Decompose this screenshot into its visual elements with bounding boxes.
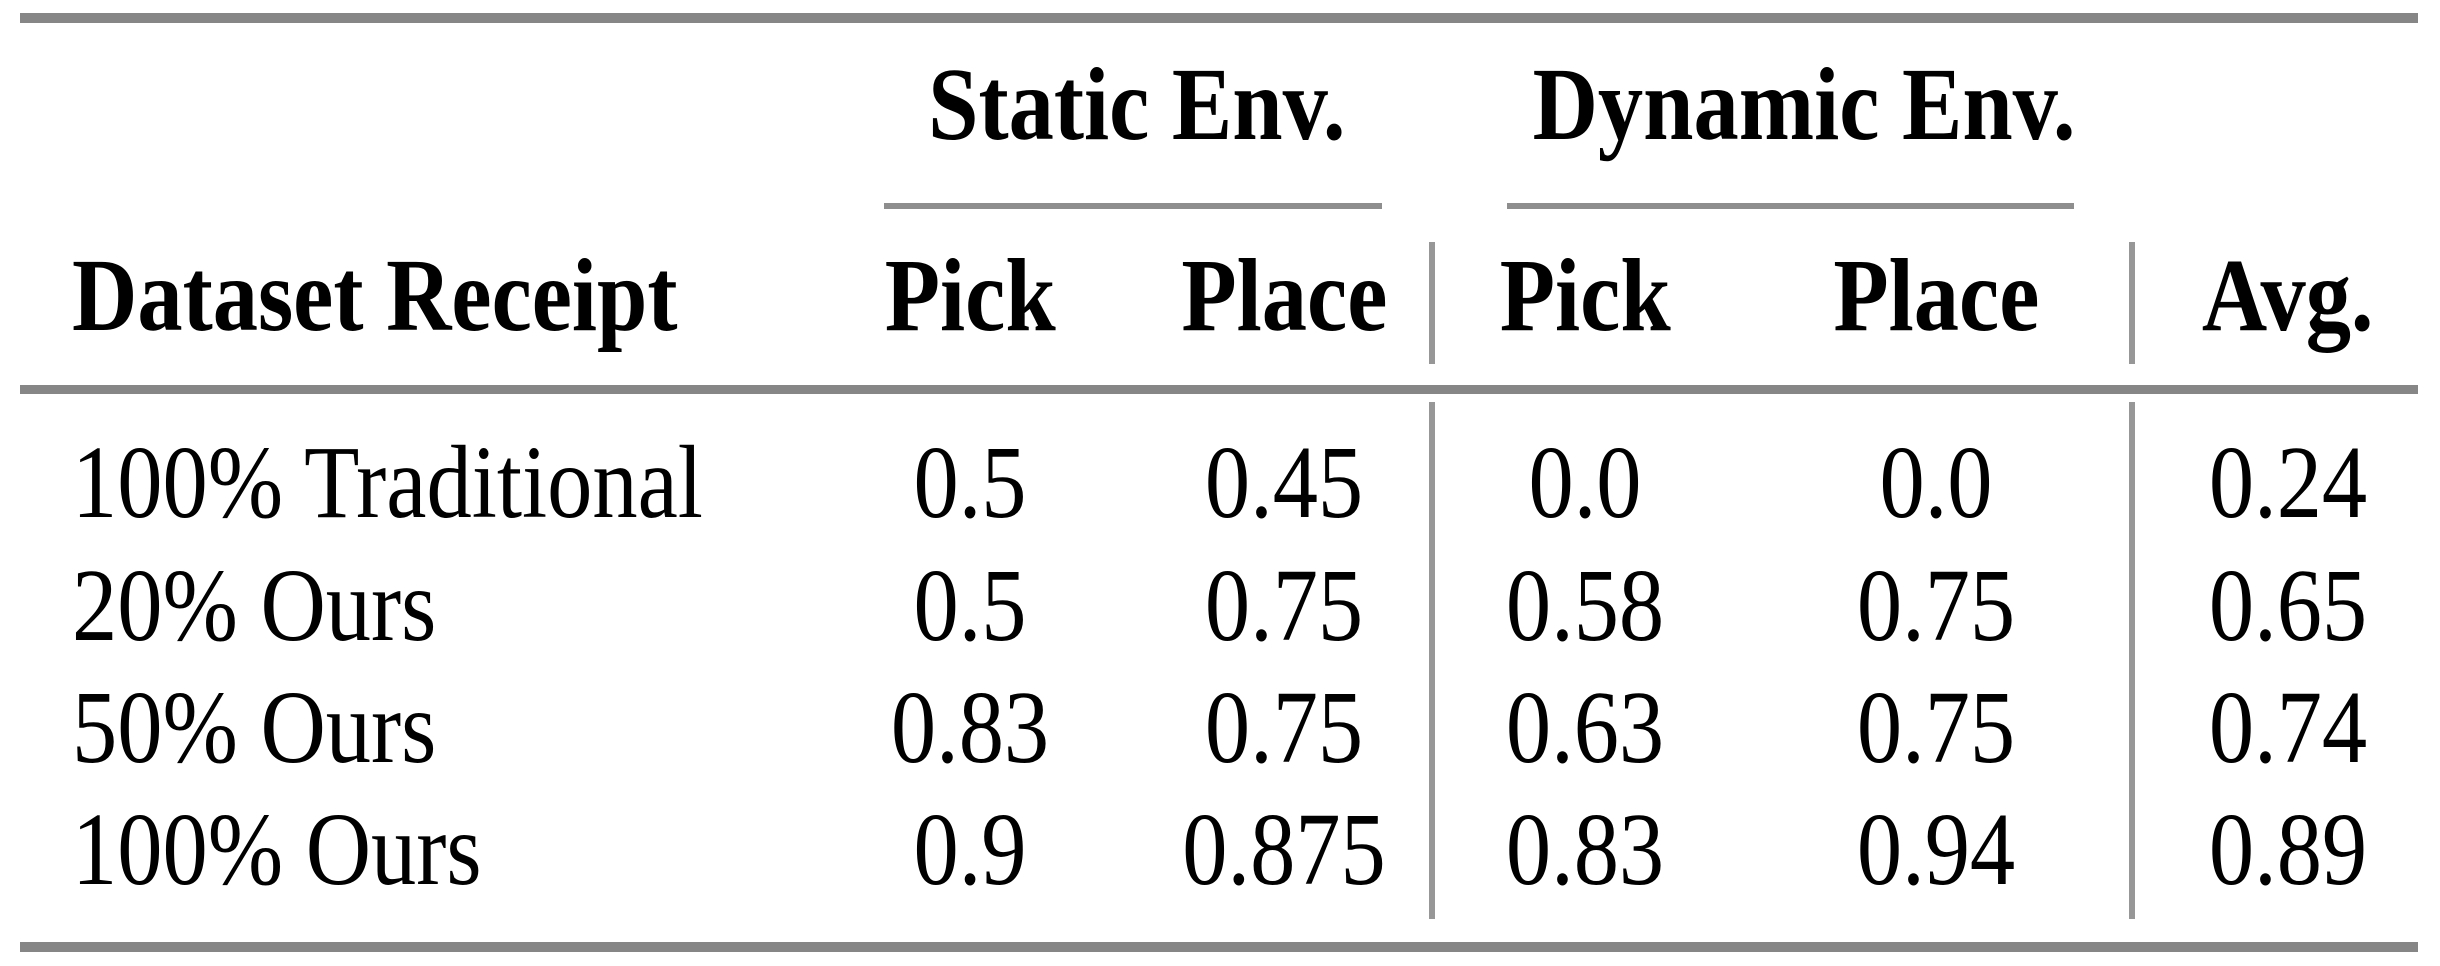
column-header-static-place: Place: [1181, 238, 1387, 353]
group-header-static-env: Static Env.: [928, 47, 1346, 162]
cell-avg: 0.24: [2208, 425, 2368, 540]
cell-avg: 0.65: [2208, 548, 2368, 663]
row-label: 100% Traditional: [72, 425, 703, 540]
cell-static-place: 0.75: [1204, 548, 1364, 663]
cell-dynamic-pick: 0.58: [1505, 548, 1665, 663]
vertical-rule-1-body: [1429, 402, 1435, 919]
column-header-static-pick: Pick: [884, 238, 1056, 353]
cell-static-pick: 0.9: [913, 792, 1027, 907]
cell-dynamic-place: 0.94: [1856, 792, 2016, 907]
cell-dynamic-place: 0.75: [1856, 548, 2016, 663]
row-label: 100% Ours: [72, 792, 482, 907]
cell-dynamic-place: 0.75: [1856, 670, 2016, 785]
vertical-rule-2-header: [2129, 242, 2135, 364]
cell-static-place: 0.75: [1204, 670, 1364, 785]
cell-dynamic-pick: 0.0: [1528, 425, 1642, 540]
cell-static-place: 0.45: [1204, 425, 1364, 540]
group-header-dynamic-env: Dynamic Env.: [1532, 47, 2076, 162]
table-top-rule: [20, 13, 2418, 23]
column-header-dataset-receipt: Dataset Receipt: [72, 238, 678, 353]
cell-static-pick: 0.5: [913, 548, 1027, 663]
cell-static-pick: 0.5: [913, 425, 1027, 540]
cell-static-place: 0.875: [1182, 792, 1386, 907]
cell-dynamic-pick: 0.83: [1505, 792, 1665, 907]
table-mid-rule: [20, 385, 2418, 394]
cell-static-pick: 0.83: [890, 670, 1050, 785]
cell-avg: 0.74: [2208, 670, 2368, 785]
vertical-rule-2-body: [2129, 402, 2135, 919]
table-bottom-rule: [20, 942, 2418, 952]
dynamic-env-underline: [1507, 203, 2074, 209]
cell-dynamic-place: 0.0: [1879, 425, 1993, 540]
column-header-dynamic-place: Place: [1833, 238, 2039, 353]
row-label: 20% Ours: [72, 548, 437, 663]
row-label: 50% Ours: [72, 670, 437, 785]
cell-avg: 0.89: [2208, 792, 2368, 907]
column-header-avg: Avg.: [2202, 238, 2374, 353]
vertical-rule-1-header: [1429, 242, 1435, 364]
cell-dynamic-pick: 0.63: [1505, 670, 1665, 785]
static-env-underline: [884, 203, 1382, 209]
column-header-dynamic-pick: Pick: [1499, 238, 1671, 353]
